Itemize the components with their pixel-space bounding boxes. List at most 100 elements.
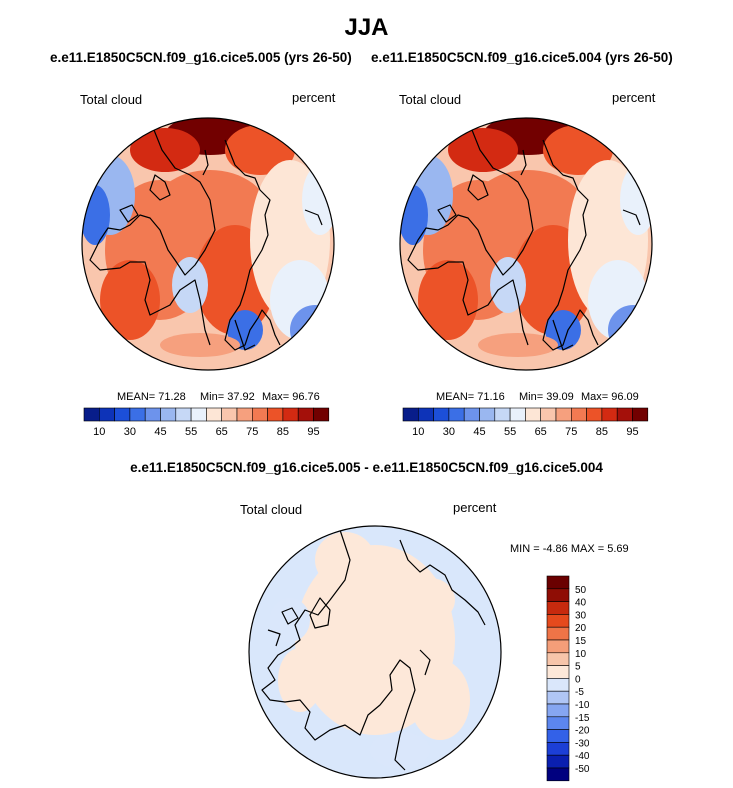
right-colorbar-tick-label: 30 [443,426,455,438]
left-max-label: Max= 96.76 [262,391,320,403]
season-title: JJA [344,14,389,41]
left-variable-label: Total cloud [80,92,143,107]
diff-colorbar-tick-label: 0 [575,674,581,685]
diff-minmax-label: MIN = -4.86 MAX = 5.69 [510,543,629,555]
diff-colorbar-tick-label: -30 [575,738,590,749]
left-colorbar-tick-label: 10 [93,426,105,438]
left-colorbar-box [221,407,238,422]
right-colorbar-box [601,407,618,422]
right-colorbar-box [479,407,496,422]
diff-colorbar-tick-label: -5 [575,687,584,698]
right-max-label: Max= 96.09 [581,391,639,403]
right-colorbar-box [540,407,557,422]
left-colorbar-tick-label: 30 [124,426,136,438]
diff-colorbar-tick-label: 50 [575,585,587,596]
diff-colorbar-box [546,742,570,756]
diff-colorbar-tick-label: 30 [575,610,587,621]
left-contour-region [130,128,200,172]
diff-colorbar-box [546,678,570,692]
right-variable-label: Total cloud [399,92,462,107]
diff-colorbar-box [546,626,570,641]
left-contour-region [290,305,334,355]
right-contour-region [490,257,526,313]
diff-colorbar-box [546,652,570,666]
diff-contour-region [405,578,455,622]
right-colorbar-box [402,407,419,422]
right-colorbar-box [494,407,511,422]
right-contour-region [400,185,428,245]
diff-colorbar-tick-label: -20 [575,726,590,737]
diff-colorbar-tick-label: 20 [575,623,587,634]
diff-colorbar-box [546,639,570,654]
right-colorbar-box [616,407,633,422]
right-min-label: Min= 39.09 [519,391,574,403]
diff-colorbar-box [546,754,570,769]
left-cloud-field [82,118,334,357]
diff-map-border [248,525,502,779]
diff-colorbar-box [546,614,570,628]
right-units-label: percent [612,90,656,105]
left-colorbar-box [175,407,192,422]
left-colorbar-box [160,407,177,422]
right-colorbar-tick-label: 55 [504,426,516,438]
diff-colorbar-tick-label: 5 [575,662,581,673]
diff-variable-label: Total cloud [240,502,303,517]
right-colorbar-tick-label: 10 [412,426,424,438]
diff-colorbar-box [546,703,570,718]
right-coastlines [407,119,641,351]
right-contour-region [478,333,558,357]
left-colorbar-box [114,407,131,422]
right-colorbar-box [632,407,649,422]
left-colorbar-box [99,407,115,422]
right-mean-label: MEAN= 71.16 [436,391,505,403]
left-colorbar-box [144,407,161,422]
left-colorbar-tick-label: 65 [216,426,228,438]
diff-colorbar-box [546,767,570,782]
diff-coastlines [261,529,486,771]
left-map-border [81,117,335,371]
diff-colorbar-box [546,729,570,743]
left-colorbar-box [282,407,299,422]
left-colorbar-box [129,407,146,422]
left-colorbar-box [236,407,253,422]
right-colorbar-box [417,407,434,422]
left-min-label: Min= 37.92 [200,391,255,403]
left-contour-region [82,185,110,245]
diff-colorbar-tick-label: 15 [575,636,587,647]
left-colorbar-box [190,407,207,422]
diff-colorbar-tick-label: -15 [575,713,590,724]
left-colorbar: 10 30 45 55 65 75 85 95 [83,407,330,438]
right-colorbar-box [433,407,450,422]
right-colorbar-box [463,407,480,422]
diff-units-label: percent [453,500,497,515]
right-panel-title: e.e11.E1850C5CN.f09_g16.cice5.004 (yrs 2… [371,50,673,65]
right-polar-map [400,118,652,370]
diff-colorbar-box [546,575,570,590]
diff-colorbar-tick-label: 40 [575,598,587,609]
left-colorbar-box [267,407,284,422]
left-contour-region [160,333,240,357]
right-contour-region [418,260,478,340]
left-colorbar-box [252,407,268,422]
left-mean-label: MEAN= 71.28 [117,391,186,403]
right-colorbar-tick-label: 85 [596,426,608,438]
diff-contour-region [315,532,375,588]
left-colorbar-box [313,407,330,422]
left-colorbar-tick-label: 75 [246,426,258,438]
right-map-border [399,117,653,371]
diff-colorbar-box [546,665,570,679]
diff-polar-map [249,526,501,778]
left-colorbar-tick-label: 95 [307,426,319,438]
left-polar-map [82,118,334,370]
left-colorbar-tick-label: 55 [185,426,197,438]
right-colorbar-box [448,407,465,422]
right-colorbar-box [586,407,603,422]
right-colorbar-box [525,407,542,422]
left-colorbar-box [206,407,222,422]
diff-contour-region [370,732,430,768]
right-colorbar-box [570,407,587,422]
diff-colorbar-box [546,716,570,730]
right-colorbar-box [509,407,526,422]
